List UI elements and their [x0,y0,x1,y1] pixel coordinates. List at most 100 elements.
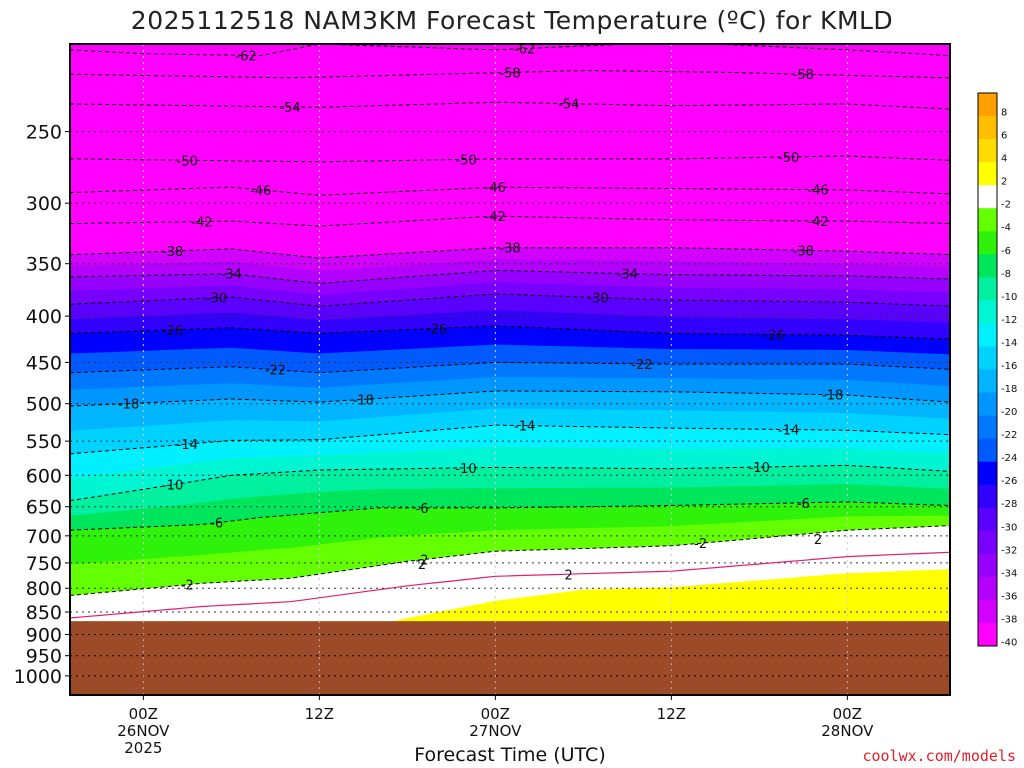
colorbar-label: 8 [1001,108,1007,119]
credit-link[interactable]: coolwx.com/models [862,747,1016,765]
contour-label: -54 [279,101,300,116]
contour-label: -58 [793,68,814,83]
contour-label: -26 [763,328,784,343]
colorbar-label: -24 [1001,453,1017,464]
colorbar-label: -12 [1001,315,1017,326]
y-tick-label: 1000 [14,666,62,688]
contour-label: -18 [118,398,139,413]
x-tick-label: 27NOV [469,722,522,740]
contour-label-positive: 2 [418,558,426,573]
colorbar-label: -34 [1001,568,1017,579]
y-tick-label: 850 [26,602,62,624]
colorbar-swatch [978,576,997,601]
y-tick-label: 300 [26,193,62,215]
colorbar-swatch [978,277,997,301]
colorbar-label: -8 [1001,269,1011,280]
contour-label: -2 [416,554,429,569]
contour-label-positive: 2 [814,533,822,548]
y-tick-label: 450 [26,352,62,374]
chart-title: 2025112518 NAM3KM Forecast Temperature (… [130,6,894,35]
colorbar-swatch [978,323,997,347]
colorbar-label: -32 [1001,545,1017,556]
y-tick-label: 650 [26,497,62,519]
x-tick-label: 00Z [481,705,510,723]
contour-label: -14 [177,438,198,453]
colorbar-frame [977,92,998,647]
contour-label: -34 [221,268,242,283]
contour-label: -10 [749,461,770,476]
contour-label: -38 [793,244,814,259]
colorbar-swatch [978,484,997,509]
colorbar-label: -30 [1001,522,1017,533]
colorbar-swatch [978,622,997,647]
y-tick-label: 750 [26,553,62,575]
contour-label: -10 [162,479,183,494]
contour-label: -2 [694,537,707,552]
contour-label: -46 [250,184,271,199]
x-tick-label: 12Z [305,705,334,723]
colorbar-label: -38 [1001,614,1017,625]
x-tick-label: 26NOV [117,722,170,740]
contour-label: -22 [265,364,286,379]
contour-label: -38 [162,245,183,260]
x-tick-label: 12Z [657,705,686,723]
contour-label: -22 [631,358,652,373]
colorbar-swatch [978,369,997,394]
colorbar-label: -36 [1001,591,1017,602]
contour-line [70,464,950,502]
y-tick-label: 350 [26,254,62,276]
colorbar-label: -6 [1001,246,1011,257]
contour-label: -14 [514,420,535,435]
colorbar-swatch [978,162,997,186]
x-tick-label: 00Z [129,705,158,723]
contour-label: -34 [617,268,638,283]
colorbar-label: -20 [1001,407,1017,418]
colorbar-swatch [978,139,997,163]
contour-label: -50 [778,151,799,166]
colorbar-label: -26 [1001,476,1017,487]
freezing-line [70,551,950,619]
contour-line [70,293,950,307]
colorbar-label: -28 [1001,499,1017,510]
colorbar-label: 2 [1001,177,1007,188]
y-tick-label: 800 [26,578,62,600]
contour-label: -18 [353,393,374,408]
y-tick-label: 550 [26,431,62,453]
y-tick-label: 700 [26,526,62,548]
colorbar-swatch [978,231,997,255]
y-tick-label: 600 [26,465,62,487]
contour-label: -46 [485,181,506,196]
contour-label: -18 [822,389,843,404]
contour-label: -26 [162,324,183,339]
contour-line [70,269,950,284]
colorbar-swatch [978,116,997,140]
contour-line [70,44,950,57]
colorbar-label: -16 [1001,361,1017,372]
colorbar-swatch [978,392,997,417]
contour-label: -26 [426,322,447,337]
y-tick-label: 250 [26,122,62,144]
colorbar-label: 6 [1001,131,1007,142]
x-tick-label: 00Z [833,705,862,723]
y-tick-label: 500 [26,394,62,416]
colorbar-swatch [978,346,997,370]
colorbar-label: 4 [1001,154,1007,165]
colorbar-swatch [978,415,997,440]
colorbar-label: -22 [1001,430,1017,441]
colorbar-swatch [978,438,997,463]
colorbar-swatch [978,208,997,232]
colorbar-label: -4 [1001,223,1011,234]
contour-label: -46 [807,184,828,199]
x-tick-label: 2025 [124,739,162,757]
colorbar-swatch [978,254,997,278]
colorbar-swatch [978,507,997,532]
colorbar-label: -2 [1001,200,1011,211]
contour-label: -30 [206,292,227,307]
contour-label: -10 [455,462,476,477]
contour-label: -50 [177,154,198,169]
contour-label: -62 [235,49,256,64]
contour-label: -6 [416,502,429,517]
contour-label: -50 [455,153,476,168]
contour-label: -42 [485,210,506,225]
contour-line [70,424,950,455]
